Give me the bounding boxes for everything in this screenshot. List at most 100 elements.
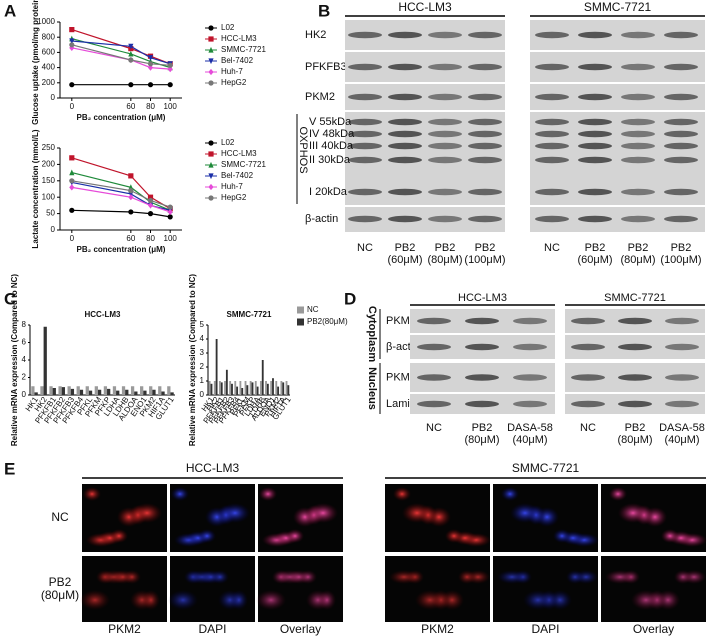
- blot-band: [428, 215, 462, 223]
- blot-band: [388, 215, 422, 223]
- blot-band: [513, 343, 547, 351]
- cell: [523, 590, 553, 610]
- cell: [318, 590, 336, 610]
- band-label: V 55kDa: [309, 116, 352, 128]
- blot-band: [618, 400, 652, 408]
- blot-band: [664, 142, 698, 150]
- bar: [270, 381, 273, 395]
- bar: [125, 389, 129, 395]
- y-tick-label: 0: [22, 390, 27, 399]
- blot-band: [513, 400, 547, 408]
- row-label: PFKFB3: [305, 61, 347, 73]
- bar: [259, 381, 262, 395]
- panel-label: C: [4, 289, 16, 308]
- cell: [618, 503, 648, 523]
- x-tick-label: 60: [126, 234, 135, 243]
- blot-band: [388, 118, 422, 126]
- cell-line-label: HCC-LM3: [458, 292, 507, 304]
- y-tick-label: 200: [42, 160, 56, 169]
- blot-band: [665, 343, 699, 351]
- blot-band: [621, 63, 655, 71]
- blot-band: [578, 215, 612, 223]
- micrograph: [82, 556, 167, 622]
- column-label: Overlay: [633, 622, 674, 636]
- y-tick-label: 0: [200, 390, 205, 399]
- y-axis-label: Relative mRNA expression (Compared to NC…: [10, 274, 19, 447]
- cell: [566, 570, 584, 584]
- marker: [147, 197, 154, 204]
- cell: [415, 590, 445, 610]
- lane-label: (60μM): [387, 254, 422, 266]
- blot-band: [571, 374, 605, 381]
- cell: [256, 590, 286, 610]
- band-label: II 30kDa: [309, 154, 351, 166]
- row-label: PKM2: [305, 91, 335, 103]
- bar: [208, 381, 211, 395]
- column-label: DAPI: [531, 622, 559, 636]
- blot-band: [465, 374, 499, 381]
- y-tick-label: 3: [200, 348, 205, 357]
- blot-band: [428, 156, 462, 164]
- blot-band: [621, 156, 655, 164]
- blot-band: [348, 93, 382, 101]
- legend-swatch: [297, 318, 304, 326]
- y-tick-label: 50: [46, 209, 55, 218]
- micrograph: [258, 556, 343, 622]
- legend-marker: [208, 80, 214, 86]
- legend-label: Huh-7: [221, 67, 243, 76]
- blot-band: [618, 317, 652, 325]
- cell: [211, 570, 229, 584]
- blot-band: [428, 31, 462, 39]
- bar: [246, 385, 249, 395]
- blot-band: [468, 156, 502, 164]
- series-line: [71, 181, 171, 211]
- lane-label: NC: [544, 242, 560, 254]
- blot-band: [621, 142, 655, 150]
- oxphos-label: OXPHOS: [297, 126, 309, 173]
- lane-label: (80μM): [427, 254, 462, 266]
- legend-label: SMMC-7721: [221, 45, 266, 54]
- cell: [661, 529, 679, 543]
- marker: [167, 62, 173, 68]
- bar: [152, 389, 156, 395]
- cell: [402, 503, 432, 523]
- blot-band: [578, 31, 612, 39]
- cell: [458, 570, 476, 584]
- marker: [128, 188, 134, 194]
- blot-band: [665, 400, 699, 408]
- blot-band: [571, 317, 605, 325]
- blot-band: [535, 63, 569, 71]
- cell: [605, 570, 635, 584]
- blot-band: [578, 188, 612, 196]
- marker: [128, 43, 134, 50]
- x-axis-label: PB₂ concentration (μM): [77, 113, 166, 122]
- marker: [147, 61, 154, 67]
- cell: [674, 570, 692, 584]
- blot-band: [535, 130, 569, 138]
- lane-label: (40μM): [664, 434, 699, 446]
- blot-band: [664, 130, 698, 138]
- lane-label: NC: [357, 242, 373, 254]
- y-tick-label: 600: [42, 48, 56, 57]
- blot-band: [618, 374, 652, 381]
- bar: [236, 386, 239, 395]
- bar: [67, 386, 71, 395]
- blot-band: [468, 142, 502, 150]
- blot-band: [388, 188, 422, 196]
- cell: [132, 503, 162, 523]
- marker: [69, 178, 75, 184]
- blot-band: [468, 188, 502, 196]
- legend-label: SMMC-7721: [221, 160, 266, 169]
- bar: [79, 389, 84, 395]
- y-tick-label: 100: [42, 192, 56, 201]
- panel-label: D: [344, 289, 356, 308]
- blot-band: [578, 118, 612, 126]
- legend-marker: [208, 195, 214, 201]
- legend-label: Huh-7: [221, 182, 243, 191]
- row-label: β-actin: [305, 213, 338, 225]
- bar: [31, 386, 35, 395]
- blot-band: [578, 63, 612, 71]
- blot-band: [417, 317, 451, 325]
- legend-marker: [208, 151, 214, 157]
- y-axis-label: Lactate concentration (mmol/L): [31, 129, 40, 248]
